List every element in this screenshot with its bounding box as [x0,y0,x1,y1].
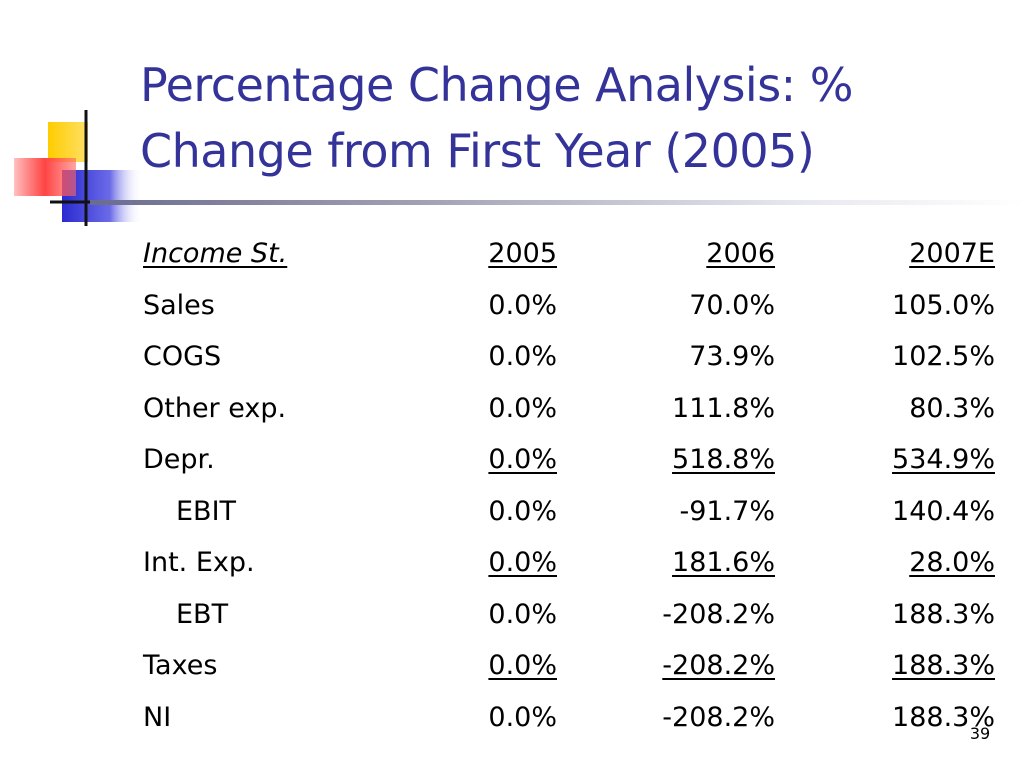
percentage-change-table: Income St. 2005 2006 2007E Sales 0.0% 70.0… [143,228,995,743]
value-2007e: 188.3% [892,598,995,630]
deco-red-square [14,158,76,196]
value-2005: 0.0% [488,444,557,476]
row-label: Other exp. [143,392,287,424]
slide-title: Percentage Change Analysis: % Change fro… [140,52,1000,184]
income-statement-table-container: Income St. 2005 2006 2007E Sales 0.0% 70.0… [143,228,995,743]
deco-yellow-square [48,122,88,162]
table-row: EBIT 0.0% -91.7% 140.4% [143,486,995,538]
row-label: Sales [143,289,215,321]
value-2007e: 28.0% [909,547,995,579]
table-row: Depr. 0.0% 518.8% 534.9% [143,434,995,486]
slide-decoration [14,110,142,226]
value-2007e: 534.9% [892,444,995,476]
title-underline-rule [90,200,1024,205]
value-2006: 73.9% [689,341,775,373]
header-year-2005: 2005 [488,238,557,270]
row-label: Int. Exp. [143,547,255,579]
value-2005: 0.0% [488,495,557,527]
header-label: Income St. [143,238,288,270]
table-row: Taxes 0.0% -208.2% 188.3% [143,640,995,692]
value-2005: 0.0% [488,392,557,424]
value-2006: 111.8% [672,392,775,424]
table-row: EBT 0.0% -208.2% 188.3% [143,589,995,641]
value-2007e: 102.5% [892,341,995,373]
slide-title-line1: Percentage Change Analysis: % [140,58,854,112]
value-2006: -91.7% [679,495,775,527]
value-2005: 0.0% [488,701,557,733]
page-number: 39 [969,724,991,743]
row-label: NI [143,701,172,733]
value-2007e: 188.3% [892,650,995,682]
value-2005: 0.0% [488,341,557,373]
table-header-row: Income St. 2005 2006 2007E [143,228,995,280]
value-2006: 518.8% [672,444,775,476]
row-label: EBIT [176,495,237,527]
value-2006: -208.2% [662,598,775,630]
row-label: Taxes [143,650,218,682]
value-2005: 0.0% [488,289,557,321]
value-2005: 0.0% [488,547,557,579]
table-row: Sales 0.0% 70.0% 105.0% [143,280,995,332]
header-year-2007e: 2007E [909,238,995,270]
table-row: Int. Exp. 0.0% 181.6% 28.0% [143,537,995,589]
value-2006: -208.2% [662,650,775,682]
table-row: Other exp. 0.0% 111.8% 80.3% [143,383,995,435]
value-2007e: 80.3% [909,392,995,424]
value-2006: 70.0% [689,289,775,321]
value-2007e: 188.3% [892,701,995,733]
value-2007e: 140.4% [892,495,995,527]
table-row: COGS 0.0% 73.9% 102.5% [143,331,995,383]
table-body: Sales 0.0% 70.0% 105.0% COGS 0.0% 73.9% 102.5% O… [143,280,995,744]
value-2005: 0.0% [488,598,557,630]
slide-title-line2: Change from First Year (2005) [140,124,815,178]
value-2006: -208.2% [662,701,775,733]
row-label: EBT [176,598,229,630]
row-label: COGS [143,341,222,373]
table-row: NI 0.0% -208.2% 188.3% [143,692,995,744]
row-label: Depr. [143,444,215,476]
header-year-2006: 2006 [706,238,775,270]
value-2006: 181.6% [672,547,775,579]
value-2005: 0.0% [488,650,557,682]
value-2007e: 105.0% [892,289,995,321]
